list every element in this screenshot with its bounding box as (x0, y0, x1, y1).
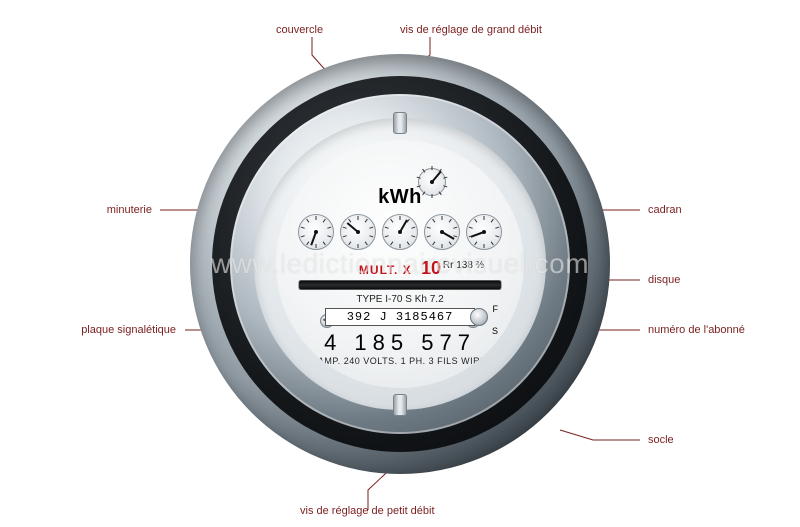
dial-pivot-icon (440, 230, 444, 234)
label-numero: numéro de l'abonné (648, 324, 745, 337)
unit-label: kWh (378, 186, 422, 209)
label-socle: socle (648, 434, 674, 447)
dial (340, 214, 376, 250)
dial-pivot-icon (430, 180, 434, 184)
label-vis-petit: vis de réglage de petit débit (300, 505, 435, 518)
diagram-stage: couvercle vis de réglage de grand débit … (0, 0, 800, 527)
subscriber-number-box: 392 J 3185467 (325, 308, 475, 326)
full-load-adjust-screw (393, 112, 407, 134)
label-plaque: plaque signalétique (81, 324, 176, 337)
dial (424, 214, 460, 250)
dial-pivot-icon (398, 230, 402, 234)
light-load-adjust-screw (393, 394, 407, 416)
mult-label: MULT. X (359, 263, 412, 277)
face-content: kWh MULT. X 10 Rr 138 ⅔ TYPE I-70 S Kh 7… (276, 140, 524, 388)
dial (382, 214, 418, 250)
nameplate-spec-row: 2.0- 200 AMP. 240 VOLTS. 1 PH. 3 FILS WI… (276, 356, 524, 366)
dial (466, 214, 502, 250)
rr-value: Rr 138 ⅔ (443, 260, 484, 271)
rotor-disk-slot (298, 280, 502, 290)
label-vis-grand: vis de réglage de grand débit (400, 24, 542, 37)
dial-pivot-icon (314, 230, 318, 234)
cumulative-reading: 4 185 577 (276, 330, 524, 356)
label-cadran: cadran (648, 204, 682, 217)
dial-pivot-icon (482, 230, 486, 234)
dial (298, 214, 334, 250)
label-minuterie: minuterie (107, 204, 152, 217)
label-disque: disque (648, 274, 680, 287)
electricity-meter: kWh MULT. X 10 Rr 138 ⅔ TYPE I-70 S Kh 7… (190, 54, 610, 474)
fs-knob-icon (470, 308, 488, 326)
nameplate-type-row: TYPE I-70 S Kh 7.2 (276, 294, 524, 305)
multiplier-row: MULT. X 10 Rr 138 ⅔ (276, 258, 524, 279)
dial-pivot-icon (356, 230, 360, 234)
fs-label-f: F (493, 304, 499, 314)
label-couvercle: couvercle (276, 24, 323, 37)
mult-value: 10 (421, 258, 441, 278)
top-dial (418, 168, 446, 196)
register-dials (298, 214, 502, 250)
